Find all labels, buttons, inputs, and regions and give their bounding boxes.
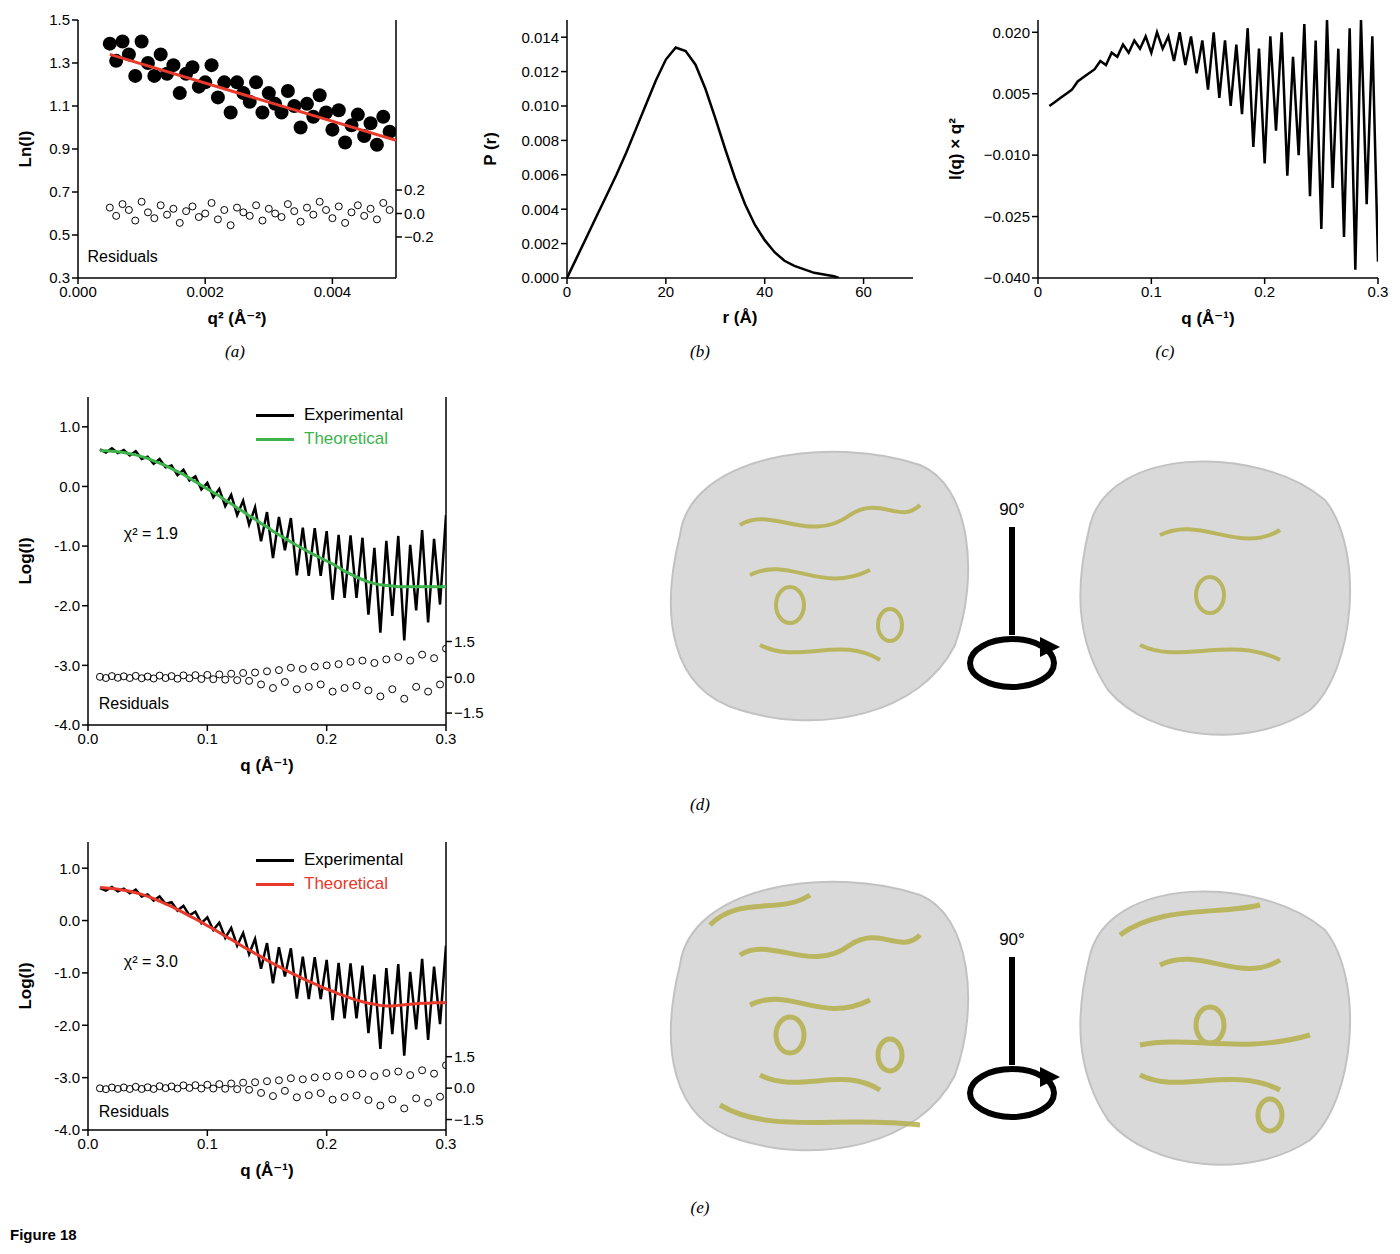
svg-text:-2.0: -2.0: [54, 1017, 80, 1034]
svg-text:1.5: 1.5: [454, 633, 475, 650]
svg-text:90°: 90°: [999, 500, 1025, 519]
html-text:(d): (d): [690, 795, 710, 814]
svg-text:1.3: 1.3: [49, 54, 70, 71]
svg-text:60: 60: [855, 283, 872, 300]
html-text:Residuals: Residuals: [87, 247, 158, 265]
html-text:q² (Å⁻²): q² (Å⁻²): [207, 308, 267, 328]
svg-text:0.2: 0.2: [316, 730, 337, 747]
svg-text:-4.0: -4.0: [54, 716, 80, 733]
html-text:Theoretical: Theoretical: [304, 429, 389, 448]
svg-text:0.002: 0.002: [186, 283, 224, 300]
svg-text:1.0: 1.0: [59, 418, 80, 435]
svg-text:1.1: 1.1: [49, 97, 70, 114]
svg-text:0.000: 0.000: [521, 269, 559, 286]
svg-text:0.0: 0.0: [404, 205, 425, 222]
svg-text:0.0: 0.0: [59, 912, 80, 929]
html-text:q (Å⁻¹): q (Å⁻¹): [240, 1160, 294, 1180]
svg-text:40: 40: [756, 283, 773, 300]
html-text:Ln(I): Ln(I): [16, 130, 35, 168]
html-text:Residuals: Residuals: [98, 1102, 169, 1120]
svg-text:1.0: 1.0: [59, 860, 80, 877]
svg-text:0.0: 0.0: [454, 1079, 475, 1096]
svg-text:0.1: 0.1: [197, 1135, 218, 1152]
svg-text:0.1: 0.1: [1141, 283, 1162, 300]
html-text:Theoretical: Theoretical: [304, 874, 389, 893]
html-text:Log(I): Log(I): [16, 962, 35, 1010]
svg-text:0.002: 0.002: [521, 235, 559, 252]
svg-text:0.2: 0.2: [404, 181, 425, 198]
svg-text:−1.5: −1.5: [454, 1111, 484, 1128]
svg-text:20: 20: [658, 283, 675, 300]
html-text:Figure 18: Figure 18: [10, 1226, 77, 1243]
svg-text:0.004: 0.004: [521, 201, 559, 218]
svg-text:0.3: 0.3: [1368, 283, 1389, 300]
svg-text:−0.010: −0.010: [984, 146, 1030, 163]
html-text:q (Å⁻¹): q (Å⁻¹): [1181, 308, 1235, 328]
svg-text:0.0: 0.0: [59, 478, 80, 495]
svg-text:−0.2: −0.2: [404, 228, 434, 245]
svg-text:0.3: 0.3: [49, 269, 70, 286]
svg-text:0.008: 0.008: [521, 132, 559, 149]
svg-text:−1.5: −1.5: [454, 704, 484, 721]
svg-text:0.5: 0.5: [49, 226, 70, 243]
svg-text:0.005: 0.005: [992, 85, 1030, 102]
svg-text:0.1: 0.1: [197, 730, 218, 747]
svg-text:0: 0: [1034, 283, 1042, 300]
svg-text:0.2: 0.2: [316, 1135, 337, 1152]
svg-text:-1.0: -1.0: [54, 537, 80, 554]
html-text:χ² = 1.9: χ² = 1.9: [123, 525, 178, 543]
svg-text:90°: 90°: [999, 930, 1025, 949]
svg-text:-1.0: -1.0: [54, 964, 80, 981]
html-text:r (Å): r (Å): [722, 308, 758, 327]
svg-text:−0.040: −0.040: [984, 269, 1030, 286]
svg-text:0.3: 0.3: [436, 730, 457, 747]
svg-text:0.000: 0.000: [59, 282, 97, 300]
svg-text:0.9: 0.9: [49, 140, 70, 157]
html-text:(b): (b): [690, 342, 710, 361]
svg-text:0: 0: [563, 283, 571, 300]
svg-text:-4.0: -4.0: [54, 1121, 80, 1138]
svg-text:0.004: 0.004: [314, 283, 352, 300]
svg-text:-2.0: -2.0: [54, 597, 80, 614]
svg-text:0.2: 0.2: [1254, 283, 1275, 300]
svg-text:0.0: 0.0: [78, 730, 99, 747]
svg-text:1.5: 1.5: [49, 11, 70, 28]
html-text:χ² = 3.0: χ² = 3.0: [123, 953, 178, 971]
svg-text:1.5: 1.5: [454, 1048, 475, 1065]
html-text:Residuals: Residuals: [98, 695, 169, 712]
svg-text:−0.025: −0.025: [984, 208, 1030, 225]
svg-text:0.020: 0.020: [992, 24, 1030, 41]
svg-text:0.0: 0.0: [78, 1135, 99, 1152]
svg-text:0.010: 0.010: [521, 97, 559, 114]
html-text:Experimental: Experimental: [304, 405, 404, 424]
svg-text:-3.0: -3.0: [54, 657, 80, 674]
html-text:Log(I): Log(I): [16, 537, 35, 585]
svg-text:0.7: 0.7: [49, 183, 70, 200]
html-text:(e): (e): [690, 1198, 710, 1217]
html-text:(c): (c): [1155, 342, 1175, 361]
html-text:I(q) × q²: I(q) × q²: [946, 118, 965, 180]
html-text:(a): (a): [225, 342, 245, 361]
svg-text:-3.0: -3.0: [54, 1069, 80, 1086]
html-text:Experimental: Experimental: [304, 850, 404, 869]
svg-text:0.014: 0.014: [521, 29, 559, 46]
svg-text:0.0: 0.0: [454, 669, 475, 686]
html-text:P (r): P (r): [481, 132, 500, 166]
svg-text:0.012: 0.012: [521, 63, 559, 80]
svg-text:0.006: 0.006: [521, 166, 559, 183]
svg-text:0.3: 0.3: [436, 1135, 457, 1152]
html-text:q (Å⁻¹): q (Å⁻¹): [240, 755, 294, 775]
